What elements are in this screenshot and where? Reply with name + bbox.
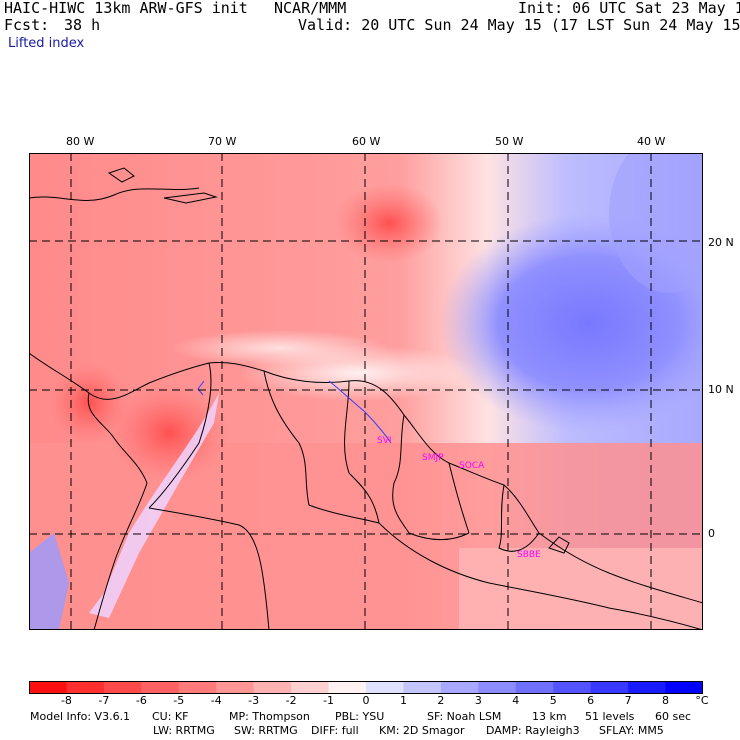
colorbar-segment xyxy=(178,681,217,694)
diffusion-option: DIFF: full xyxy=(311,724,359,737)
colorbar-segment xyxy=(366,681,404,694)
lon-label-50w: 50 W xyxy=(495,135,524,148)
colorbar-tick-label: -4 xyxy=(210,694,222,707)
time-step: 60 sec xyxy=(655,710,692,723)
colorbar-tick-label: 3 xyxy=(474,694,482,707)
southeast-region xyxy=(459,548,703,630)
lifted-index-map: SVI SMJP SOCA SBBE xyxy=(29,153,703,630)
graticule xyxy=(29,153,703,630)
longwave-scheme: LW: RRTMG xyxy=(153,724,215,737)
lon-label-40w: 40 W xyxy=(637,135,666,148)
coastlines xyxy=(29,167,703,630)
lat-label-20n: 20 N xyxy=(708,236,734,249)
forecast-hour: 38 h xyxy=(64,16,101,34)
colorbar-segment xyxy=(440,681,479,694)
shortwave-scheme: SW: RRTMG xyxy=(234,724,298,737)
colorbar-segment xyxy=(628,681,667,694)
lake-maracaibo xyxy=(197,380,205,396)
colorbar-unit: °C xyxy=(695,694,709,707)
colorbar-segment xyxy=(328,681,367,694)
cumulus-scheme: CU: KF xyxy=(152,710,189,723)
colorbar-tick-label: -8 xyxy=(60,694,72,707)
pbl-scheme: PBL: YSU xyxy=(335,710,385,723)
colorbar-tick-label: -5 xyxy=(173,694,185,707)
colorbar-frame xyxy=(29,681,703,694)
colorbar-segment xyxy=(253,681,292,694)
map-frame xyxy=(29,153,703,630)
colorbar-tick-label: 8 xyxy=(662,694,670,707)
colorbar-segment xyxy=(590,681,629,694)
stable-air-north xyxy=(609,153,703,293)
colorbar-tick-label: -7 xyxy=(98,694,110,707)
unstable-area-central-america xyxy=(49,363,129,443)
grid-resolution: 13 km xyxy=(532,710,567,723)
colorbar-segment xyxy=(553,681,592,694)
forecast-label: Fcst: xyxy=(4,16,50,34)
lat-label-0: 0 xyxy=(708,527,715,540)
eddy-coefficient-option: KM: 2D Smagor xyxy=(379,724,465,737)
neutral-band-west xyxy=(169,330,389,366)
colorbar-tick-label: 0 xyxy=(362,694,370,707)
city-label-smjp: SMJP xyxy=(422,453,444,463)
vertical-levels: 51 levels xyxy=(585,710,635,723)
pacific-stable-area xyxy=(29,533,69,630)
colorbar-tick-label: -6 xyxy=(135,694,147,707)
river-orinoco xyxy=(328,380,392,444)
surface-layer-scheme: SFLAY: MM5 xyxy=(599,724,664,737)
colorbar-tick-label: 1 xyxy=(399,694,407,707)
colorbar-segment xyxy=(478,681,517,694)
unstable-area-colombia xyxy=(109,383,229,483)
colorbar-segment xyxy=(103,681,142,694)
colorbar-segment xyxy=(29,681,67,694)
model-title: HAIC-HIWC 13km ARW-GFS init xyxy=(4,0,248,17)
colorbar-segment xyxy=(216,681,255,694)
lon-label-60w: 60 W xyxy=(352,135,381,148)
colorbar-segment xyxy=(66,681,105,694)
colorbar-tick-label: -2 xyxy=(285,694,297,707)
colorbar-tick-label: -3 xyxy=(248,694,260,707)
model-info: Model Info: V3.6.1 xyxy=(30,710,131,723)
lat-label-10n: 10 N xyxy=(708,383,734,396)
city-label-svi: SVI xyxy=(377,436,392,446)
colorbar xyxy=(29,681,703,694)
colorbar-tick-label: -1 xyxy=(323,694,335,707)
unstable-area-north xyxy=(334,183,444,263)
city-label-soca: SOCA xyxy=(459,461,485,471)
microphysics-scheme: MP: Thompson xyxy=(229,710,310,723)
field-name: Lifted index xyxy=(8,36,85,51)
colorbar-tick-label: 6 xyxy=(587,694,595,707)
colorbar-segment xyxy=(665,681,703,694)
lon-label-80w: 80 W xyxy=(66,135,95,148)
damping-option: DAMP: Rayleigh3 xyxy=(486,724,580,737)
lon-label-70w: 70 W xyxy=(208,135,237,148)
colorbar-segment xyxy=(403,681,442,694)
colorbar-segment xyxy=(291,681,330,694)
colorbar-tick-label: 7 xyxy=(624,694,632,707)
colorbar-tick-label: 4 xyxy=(512,694,520,707)
colorbar-tick-label: 5 xyxy=(549,694,557,707)
colorbar-segment xyxy=(141,681,180,694)
surface-scheme: SF: Noah LSM xyxy=(427,710,502,723)
organization-label: NCAR/MMM xyxy=(274,0,347,17)
andes-stable-strip xyxy=(89,393,219,618)
colorbar-tick-label: 2 xyxy=(437,694,445,707)
colorbar-segment xyxy=(515,681,554,694)
city-label-sbbe: SBBE xyxy=(517,550,541,560)
init-time: Init: 06 UTC Sat 23 May 15 xyxy=(518,0,740,17)
valid-time: Valid: 20 UTC Sun 24 May 15 (17 LST Sun … xyxy=(298,16,740,34)
